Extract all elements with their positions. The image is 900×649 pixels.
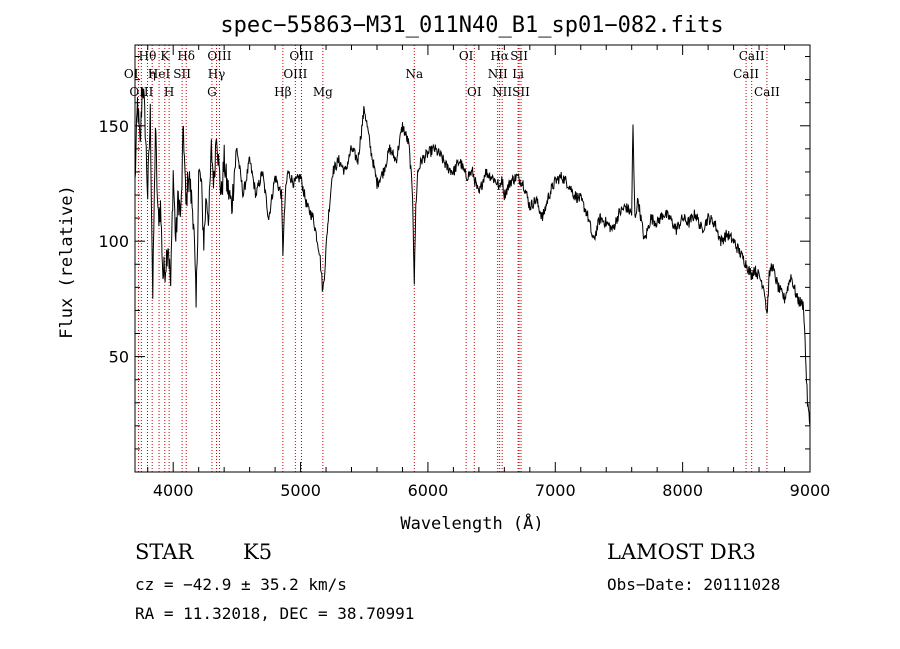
line-label-26: SII [512,85,530,99]
line-label-6: Hα [490,49,509,63]
obs-date: Obs−Date: 20111028 [607,575,781,594]
x-tick-label-4000: 4000 [153,481,194,500]
x-axis: 4000 5000 6000 7000 8000 9000 [147,45,831,500]
line-label-23: Mg [313,85,333,99]
coordinates: RA = 11.32018, DEC = 38.70991 [135,604,415,623]
line-label-1: K [160,49,170,63]
line-label-7: SII [510,49,528,63]
x-tick-label-5000: 5000 [280,481,321,500]
line-label-12: SII [173,67,191,81]
chart-title: spec−55863−M31_011N40_B1_sp01−082.fits [220,13,723,38]
line-label-27: CaII [754,85,780,99]
line-label-9: OI [124,67,139,81]
line-label-4: OIII [289,49,313,63]
line-label-18: CaII [733,67,759,81]
line-label-21: G [207,85,217,99]
spectrum-series-line [134,88,811,426]
line-label-11: HeI [148,67,171,81]
line-label-5: OI [459,49,474,63]
class-label: STAR [135,540,194,564]
line-label-24: OI [467,85,482,99]
redshift-text: cz = −42.9 ± 35.2 km/s [135,575,347,594]
survey-label: LAMOST DR3 [607,540,756,564]
subclass-label: K5 [243,540,273,564]
line-label-16: NII [488,67,508,81]
y-tick-label-150: 150 [98,117,129,136]
line-label-13: Hγ [208,67,226,81]
line-label-8: CaII [739,49,765,63]
y-tick-label-100: 100 [98,232,129,251]
line-label-17: Li [512,67,524,81]
x-tick-label-9000: 9000 [790,481,831,500]
line-markers [137,45,768,472]
line-label-22: Hβ [274,85,291,99]
line-label-10: η [149,67,156,81]
x-axis-label: Wavelength (Å) [400,512,543,534]
line-label-15: Na [405,67,423,81]
x-tick-label-6000: 6000 [408,481,449,500]
line-label-3: OIII [207,49,231,63]
line-label-2: Hδ [177,49,195,63]
y-axis: 50 100 150 [98,56,810,450]
y-tick-label-50: 50 [109,348,129,367]
x-tick-label-7000: 7000 [535,481,576,500]
x-tick-label-8000: 8000 [662,481,703,500]
line-label-25: NII [492,85,512,99]
line-label-0: Hθ [139,49,157,63]
plot-frame [134,44,811,473]
line-label-20: H [164,85,174,99]
y-axis-label: Flux (relative) [57,185,77,339]
line-label-14: OIII [283,67,307,81]
